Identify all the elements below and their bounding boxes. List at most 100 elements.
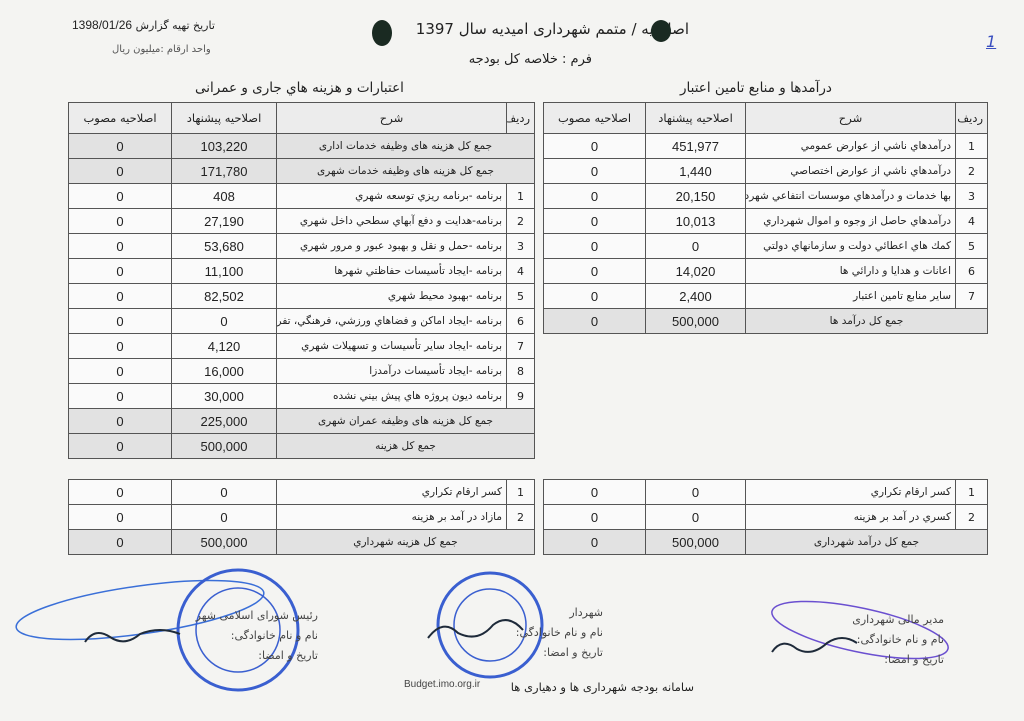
revenues-adjustments-table: 1 کسر ارقام تکراري 0 0 2 کسري در آمد بر هزینه…: [543, 479, 988, 555]
table-row: 4 درآمدهاي حاصل از وجوه و اموال شهرداري 10…: [543, 208, 988, 234]
total-row: جمع کل هزینه 500,000 0: [68, 433, 535, 459]
row-description: جمع کل هزینه شهرداري: [276, 529, 535, 555]
approved-value: 0: [68, 433, 172, 459]
proposed-value: 14,020: [645, 258, 746, 284]
council-stamp: [176, 568, 300, 692]
proposed-value: 408: [171, 183, 277, 209]
finance-role: مدیر مالی شهرداری: [852, 613, 944, 626]
col-header-description: شرح: [745, 102, 956, 134]
proposed-value: 0: [171, 504, 277, 530]
table-row: 6 اعانات و هدایا و دارائي ها 14,020 0: [543, 258, 988, 284]
row-number: 2: [506, 504, 535, 530]
mayor-date-label: تاریخ و امضا:: [543, 646, 603, 659]
row-number: 8: [506, 358, 535, 384]
row-number: 3: [955, 183, 988, 209]
row-description: مازاد در آمد بر هزینه: [276, 504, 507, 530]
row-number: 1: [955, 133, 988, 159]
proposed-value: 0: [171, 479, 277, 505]
proposed-value: 10,013: [645, 208, 746, 234]
row-description: کمك هاي اعطائي دولت و سازمانهاي دولتي: [745, 233, 956, 259]
approved-value: 0: [543, 283, 646, 309]
revenues-heading: درآمدها و منابع تامین اعتبار: [680, 80, 832, 96]
row-description: برنامه -ایجاد اماکن و فضاهاي ورزشي، فرهن…: [276, 308, 507, 334]
row-number: 1: [955, 479, 988, 505]
approved-value: 0: [68, 408, 172, 434]
report-date: تاریخ تهیه گزارش 1398/01/26: [72, 18, 215, 32]
table-row: 4 برنامه -ایجاد تأسیسات حفاظتي شهرها 11,10…: [68, 258, 535, 284]
unit-label: واحد ارقام :میلیون ریال: [112, 44, 211, 55]
mayor-stamp: [436, 571, 544, 679]
row-number: 1: [506, 183, 535, 209]
row-number: 5: [955, 233, 988, 259]
total-row: جمع کل هزینه های وظیفه خدمات اداری 103,22…: [68, 133, 535, 159]
table-row: 2 مازاد در آمد بر هزینه 0 0: [68, 504, 535, 530]
row-description: برنامه -بهبود محیط شهري: [276, 283, 507, 309]
footer-site: Budget.imo.org.ir: [404, 679, 481, 690]
total-row: جمع کل درآمد ها 500,000 0: [543, 308, 988, 334]
total-row: جمع کل هزینه های وظیفه خدمات شهری 171,780…: [68, 158, 535, 184]
row-number: 9: [506, 383, 535, 409]
row-number: 3: [506, 233, 535, 259]
approved-value: 0: [543, 183, 646, 209]
proposed-value: 16,000: [171, 358, 277, 384]
row-number: 4: [506, 258, 535, 284]
finance-name-label: نام و نام خانوادگی:: [856, 633, 944, 646]
approved-value: 0: [68, 358, 172, 384]
approved-value: 0: [543, 158, 646, 184]
approved-value: 0: [543, 504, 646, 530]
row-description: برنامه -ایجاد تأسیسات درآمدزا: [276, 358, 507, 384]
col-header-row-no: ردیف: [506, 102, 535, 134]
row-description: برنامه -ایجاد سایر تأسیسات و تسهیلات شهر…: [276, 333, 507, 359]
expenses-table: ردیف شرح اصلاحیه پیشنهاد اصلاحیه مصوب جم…: [68, 102, 535, 459]
report-date-label: تاریخ تهیه گزارش: [135, 19, 215, 32]
approved-value: 0: [68, 183, 172, 209]
proposed-value: 500,000: [645, 529, 746, 555]
proposed-value: 0: [645, 233, 746, 259]
row-number: 6: [506, 308, 535, 334]
approved-value: 0: [68, 504, 172, 530]
table-row: 3 برنامه -حمل و نقل و بهبود عبور و مرور ش…: [68, 233, 535, 259]
punch-hole: [372, 20, 392, 46]
row-description: برنامه -برنامه ریزي توسعه شهري: [276, 183, 507, 209]
approved-value: 0: [543, 479, 646, 505]
row-description: جمع کل درآمد ها: [745, 308, 988, 334]
finance-date-label: تاریخ و امضا:: [884, 653, 944, 666]
col-header-approved: اصلاحیه مصوب: [543, 102, 646, 134]
proposed-value: 500,000: [171, 433, 277, 459]
approved-value: 0: [68, 233, 172, 259]
row-description: بها خدمات و درآمدهاي موسسات انتفاعي شهرد…: [745, 183, 956, 209]
page-mark: 1: [986, 32, 997, 51]
row-number: 2: [955, 504, 988, 530]
approved-value: 0: [543, 308, 646, 334]
row-number: 1: [506, 479, 535, 505]
row-description: جمع کل درآمد شهرداری: [745, 529, 988, 555]
table-row: 8 برنامه -ایجاد تأسیسات درآمدزا 16,000 0: [68, 358, 535, 384]
form-name: فرم : خلاصه کل بودجه: [468, 52, 592, 67]
table-row: 7 برنامه -ایجاد سایر تأسیسات و تسهیلات شه…: [68, 333, 535, 359]
row-description: درآمدهاي ناشي از عوارض اختصاصي: [745, 158, 956, 184]
row-number: 7: [955, 283, 988, 309]
table-row: 2 درآمدهاي ناشي از عوارض اختصاصي 1,440 0: [543, 158, 988, 184]
row-number: 4: [955, 208, 988, 234]
proposed-value: 1,440: [645, 158, 746, 184]
approved-value: 0: [68, 383, 172, 409]
proposed-value: 0: [645, 479, 746, 505]
council-signature-block: رئیس شورای اسلامی شهر نام و نام خانوادگی…: [196, 606, 318, 666]
approved-value: 0: [68, 133, 172, 159]
row-number: 5: [506, 283, 535, 309]
proposed-value: 53,680: [171, 233, 277, 259]
table-row: 2 برنامه-هدایت و دفع آبهاي سطحي داخل شهري…: [68, 208, 535, 234]
row-description: برنامه-هدایت و دفع آبهاي سطحي داخل شهري: [276, 208, 507, 234]
row-description: کسر ارقام تکراري: [276, 479, 507, 505]
row-description: کسري در آمد بر هزینه: [745, 504, 956, 530]
row-description: برنامه -ایجاد تأسیسات حفاظتي شهرها: [276, 258, 507, 284]
col-header-proposed: اصلاحیه پیشنهاد: [171, 102, 277, 134]
row-number: 7: [506, 333, 535, 359]
row-description: برنامه -حمل و نقل و بهبود عبور و مرور شه…: [276, 233, 507, 259]
council-date-label: تاریخ و امضا:: [258, 649, 318, 662]
finance-signature-block: مدیر مالی شهرداری نام و نام خانوادگی: تا…: [852, 610, 944, 670]
table-row: 1 درآمدهاي ناشي از عوارض عمومي 451,977 0: [543, 133, 988, 159]
row-number: 2: [955, 158, 988, 184]
proposed-value: 0: [645, 504, 746, 530]
